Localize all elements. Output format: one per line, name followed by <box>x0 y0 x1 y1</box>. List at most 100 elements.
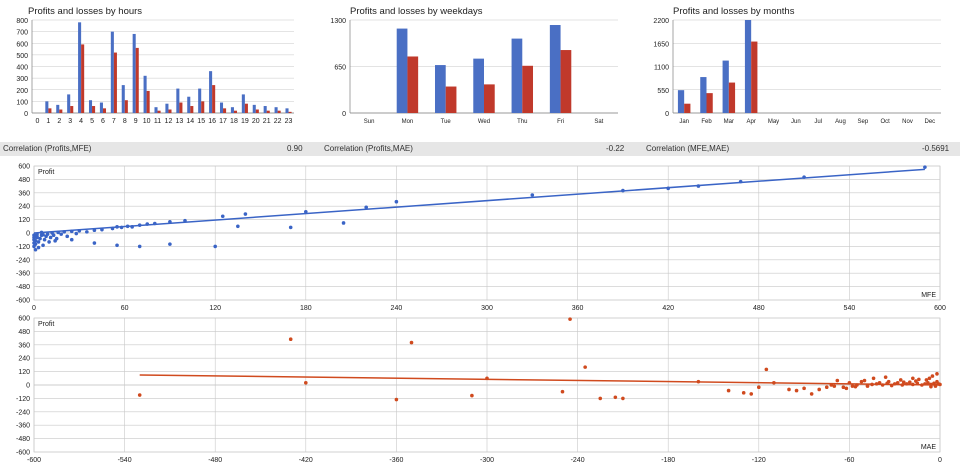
mae-ytick: -600 <box>16 450 30 457</box>
hours-profit-bar <box>110 31 114 113</box>
hours-xtick: 4 <box>79 118 83 125</box>
mae-ytick: 240 <box>18 356 30 363</box>
weekdays-loss-bar <box>484 84 495 113</box>
corr-mfe-mae-value: -0.5691 <box>922 144 950 153</box>
mfe-xtick: 540 <box>844 305 856 312</box>
hours-loss-bar <box>179 102 183 113</box>
mae-ytick: -480 <box>16 436 30 443</box>
hours-xtick: 22 <box>274 118 282 125</box>
mfe-point <box>38 236 42 241</box>
hours-bar-chart: Profits and losses by hours 0 100 200 300 40… <box>0 4 300 130</box>
mfe-point <box>130 225 134 229</box>
mae-point <box>847 380 852 385</box>
months-xtick: Feb <box>701 119 712 125</box>
hours-profit-bar <box>263 106 267 113</box>
hours-ytick: 500 <box>16 53 28 60</box>
weekdays-profit-bar <box>396 28 408 113</box>
mae-point <box>901 380 906 385</box>
mae-point <box>613 395 618 400</box>
months-ytick: 550 <box>657 88 669 95</box>
mfe-ytick: -360 <box>16 271 30 278</box>
mae-point <box>865 383 870 388</box>
mae-point <box>892 382 897 386</box>
mfe-point <box>696 184 701 188</box>
mfe-point <box>168 220 172 224</box>
mfe-ytick: 120 <box>18 217 30 224</box>
mfe-ytick: -600 <box>16 298 30 305</box>
mae-point <box>926 380 930 385</box>
hours-profit-bar <box>198 88 202 113</box>
hours-ytick: 400 <box>16 65 28 72</box>
hours-xtick: 1 <box>46 118 50 125</box>
hours-xtick: 12 <box>165 118 173 125</box>
mae-point <box>757 385 761 390</box>
mae-xtick: -60 <box>844 457 854 464</box>
mae-point <box>935 372 939 376</box>
hours-loss-bar <box>81 44 85 113</box>
months-xtick: Mar <box>724 119 734 125</box>
mfe-point <box>115 243 119 248</box>
weekdays-loss-bar <box>522 65 534 113</box>
mfe-point <box>125 224 130 229</box>
hours-xtick: 13 <box>175 118 183 125</box>
mae-point <box>880 383 885 387</box>
hours-loss-bar <box>233 110 238 113</box>
hours-xtick: 2 <box>57 118 61 125</box>
mfe-xtick: 120 <box>209 305 221 312</box>
hours-xtick: 19 <box>241 118 249 125</box>
months-ytick: 1100 <box>654 65 669 72</box>
hours-profit-bar <box>285 108 289 113</box>
weekdays-xtick: Thu <box>517 119 527 125</box>
mae-point <box>923 382 927 386</box>
mae-point <box>929 384 933 389</box>
mae-point <box>394 397 399 402</box>
mae-point <box>832 384 837 388</box>
months-xtick: Sep <box>857 119 868 125</box>
mae-ytick: 600 <box>18 316 30 323</box>
mae-ytick: 360 <box>18 342 30 349</box>
mfe-point <box>56 230 60 235</box>
mfe-point <box>110 226 115 231</box>
mfe-point <box>41 243 45 248</box>
corr-profit-mfe-value: 0.90 <box>287 144 303 153</box>
weekdays-profit-bar <box>473 58 484 113</box>
mfe-point <box>62 230 66 234</box>
hours-loss-bar <box>168 109 172 113</box>
corr-profit-mae-value: -0.22 <box>606 144 625 153</box>
mfe-point <box>47 240 51 244</box>
mae-point <box>470 393 474 398</box>
hours-profit-bar <box>219 102 224 113</box>
mfe-point <box>145 222 150 226</box>
mfe-ytick: 240 <box>18 204 30 211</box>
weekdays-loss-bar <box>407 56 419 113</box>
hours-loss-bar <box>135 47 139 113</box>
mfe-xtick: 420 <box>662 305 674 312</box>
hours-loss-bar <box>201 101 205 113</box>
weekdays-ytick: 0 <box>342 111 346 118</box>
mfe-xtick: 480 <box>753 305 765 312</box>
mae-point <box>908 380 912 385</box>
mae-xlabel: MAE <box>921 444 937 451</box>
mfe-point <box>341 221 346 225</box>
months-xtick: Dec <box>924 119 935 125</box>
mfe-xtick: 300 <box>481 305 493 312</box>
mae-point <box>485 376 489 381</box>
months-xtick: Jun <box>791 119 801 125</box>
mae-xtick: -360 <box>389 457 403 464</box>
hours-ytick: 700 <box>16 30 28 37</box>
weekdays-xtick: Mon <box>402 119 414 125</box>
mae-xtick: -300 <box>480 457 494 464</box>
hours-loss-bar <box>124 100 128 113</box>
hours-xtick: 6 <box>101 118 105 125</box>
hours-xtick: 9 <box>134 118 138 125</box>
mae-point <box>835 378 840 383</box>
mfe-xlabel: MFE <box>921 292 936 299</box>
months-ytick: 0 <box>665 111 669 118</box>
mae-point <box>749 392 754 396</box>
mfe-point <box>85 230 89 234</box>
hours-loss-bar <box>59 109 63 113</box>
weekdays-xtick: Tue <box>441 119 452 125</box>
mae-point <box>911 376 915 381</box>
mae-scatter-svg: -600-480-360-240-1200120240360480600-600… <box>16 316 942 465</box>
hours-xtick: 7 <box>112 118 116 125</box>
